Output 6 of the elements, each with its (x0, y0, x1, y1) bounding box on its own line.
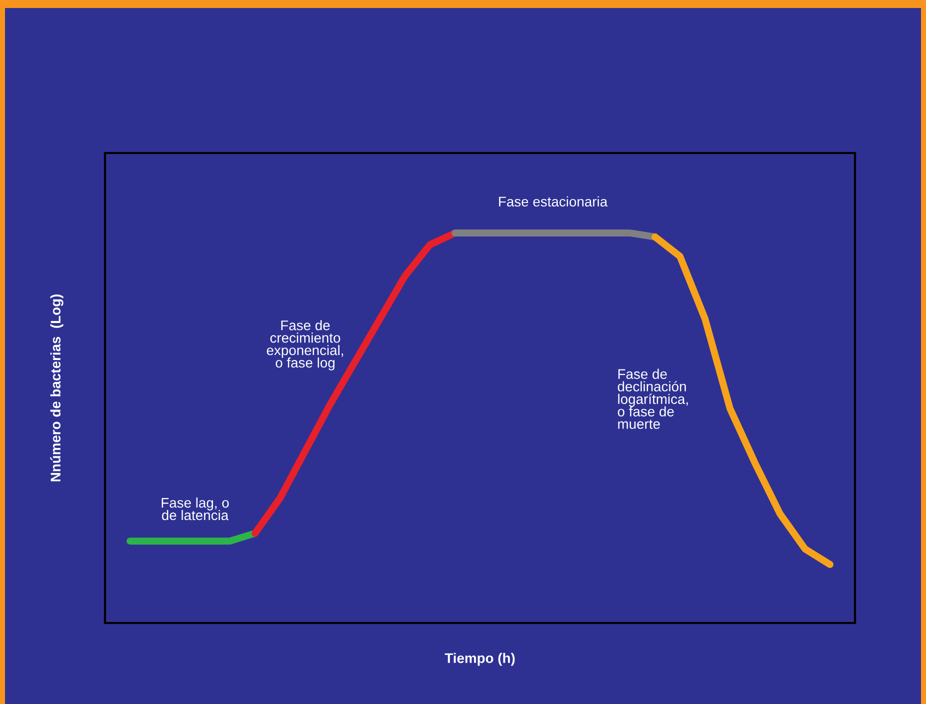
x-axis-title: Tiempo (h) (444, 652, 515, 666)
annotation: Fase de crecimiento exponencial, o fase log (266, 320, 343, 370)
y-axis-title: Nnúmero de bacterias (Log) (50, 294, 64, 482)
annotation: Fase de declinación logarítmica, o fase de muerte (618, 368, 688, 429)
text: Fase estacionaria (499, 196, 608, 207)
annotation: Fase lag, o de latencia (162, 498, 229, 520)
